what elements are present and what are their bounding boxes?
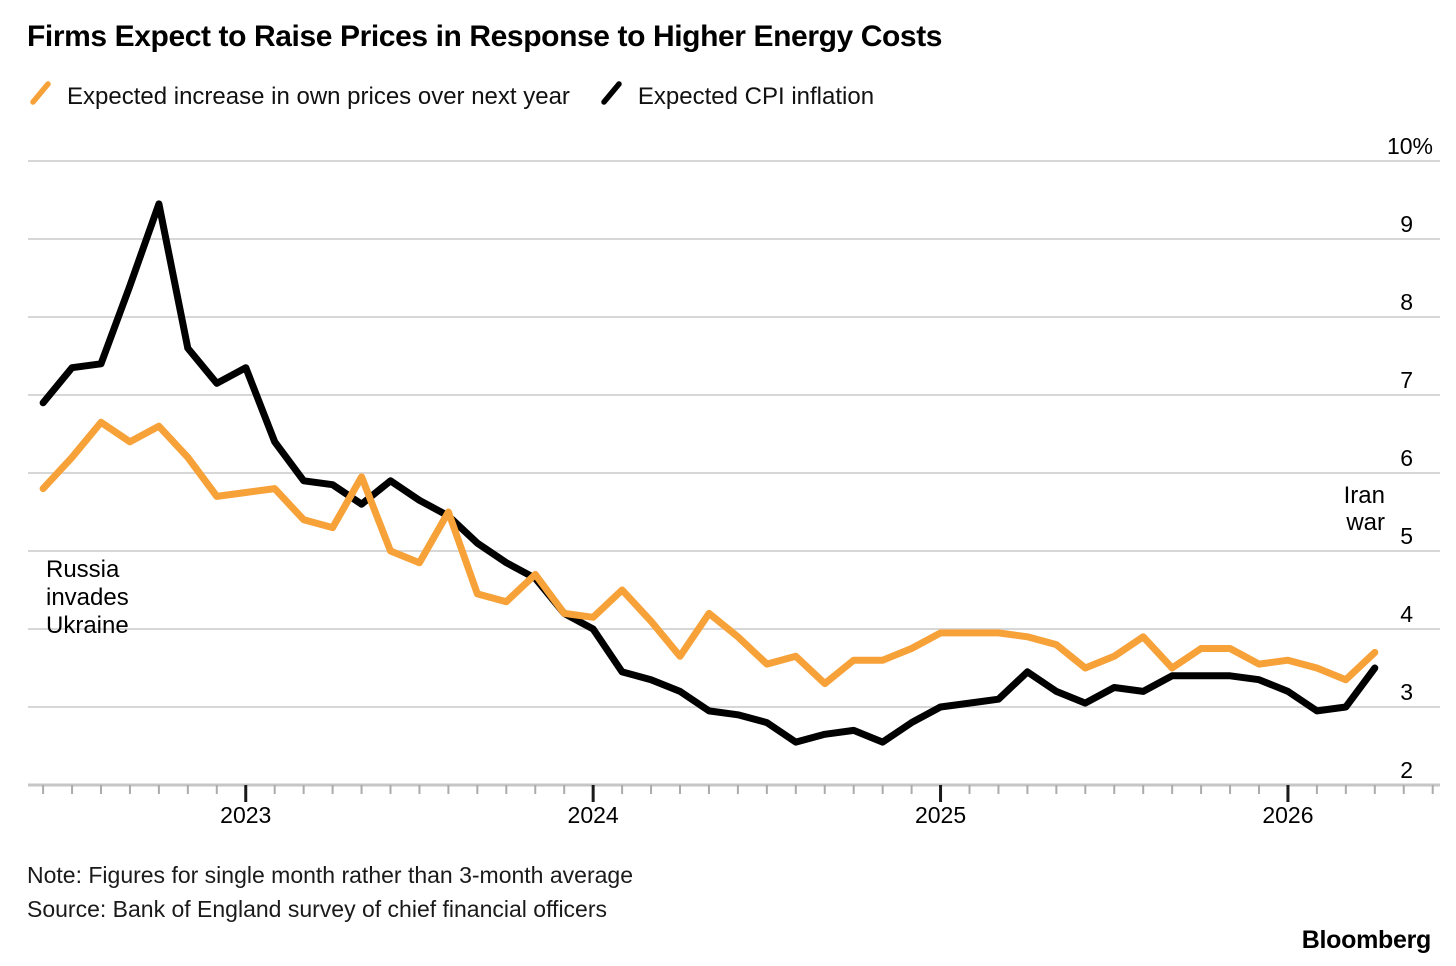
y-axis-label: 10% bbox=[1386, 133, 1433, 159]
slash-icon bbox=[29, 80, 53, 113]
own-prices-line bbox=[39, 418, 1379, 688]
x-axis-label: 2026 bbox=[1262, 802, 1314, 828]
y-axis-label: 6 bbox=[1400, 445, 1413, 471]
legend-item-own-prices: Expected increase in own prices over nex… bbox=[29, 80, 570, 113]
x-axis-label: 2025 bbox=[914, 802, 967, 828]
source-line: Source: Bank of England survey of chief … bbox=[27, 895, 608, 922]
x-axis-label: 2023 bbox=[220, 802, 272, 828]
legend-label: Expected increase in own prices over nex… bbox=[67, 82, 570, 110]
page-title: Firms Expect to Raise Prices in Response… bbox=[27, 20, 943, 53]
y-axis-label: 3 bbox=[1400, 679, 1413, 705]
y-axis-label: 4 bbox=[1400, 601, 1413, 627]
legend-item-cpi: Expected CPI inflation bbox=[600, 80, 874, 113]
chart-note: Note: Figures for single month rather th… bbox=[27, 859, 633, 926]
note-line: Note: Figures for single month rather th… bbox=[27, 862, 633, 888]
legend-label: Expected CPI inflation bbox=[637, 82, 875, 110]
slash-icon bbox=[600, 80, 624, 113]
y-axis-label: 5 bbox=[1400, 523, 1413, 549]
x-axis-label: 2024 bbox=[567, 802, 619, 828]
legend: Expected increase in own prices over nex… bbox=[29, 80, 874, 113]
y-axis-label: 9 bbox=[1400, 211, 1413, 237]
annotation-russia-invades-ukraine: Russia invades Ukraine bbox=[46, 556, 129, 639]
bloomberg-logo: Bloomberg bbox=[1301, 926, 1432, 954]
y-axis-label: 7 bbox=[1400, 367, 1413, 393]
annotation-iran-war: Iran war bbox=[1343, 482, 1385, 536]
y-axis-label: 8 bbox=[1400, 289, 1413, 315]
cpi-line bbox=[39, 200, 1379, 746]
y-axis-label: 2 bbox=[1400, 757, 1413, 783]
chart-svg bbox=[28, 160, 1440, 802]
